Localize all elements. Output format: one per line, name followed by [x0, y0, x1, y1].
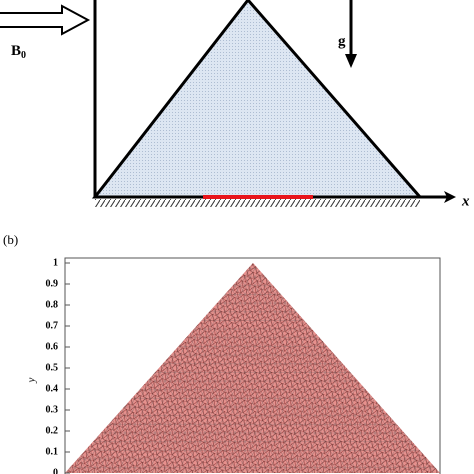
y-tick-label: 0 — [53, 467, 58, 474]
panel-a: B0 g x — [0, 0, 470, 209]
y-tick-label: 0.8 — [46, 299, 59, 310]
field-label-subscript: 0 — [21, 50, 26, 61]
y-tick-label: 0.3 — [46, 404, 59, 415]
y-axis-label: y — [26, 377, 38, 383]
field-label-main: B — [11, 43, 21, 59]
y-tick-label: 0.1 — [46, 446, 59, 457]
x-axis-arrowhead — [444, 191, 456, 203]
field-label: B0 — [11, 43, 26, 61]
y-tick-label: 0.7 — [46, 320, 59, 331]
y-tick-label: 0.2 — [46, 425, 59, 436]
y-tick-label: 0.6 — [46, 341, 59, 352]
y-tick-label: 0.4 — [46, 383, 59, 394]
y-tick-label: 0.9 — [46, 278, 59, 289]
panel-b: (b) y 0 0.1 0.2 0.3 0.4 0.5 0.6 0.7 0.8 0.9 1 — [3, 232, 441, 474]
gravity-arrowhead — [345, 54, 357, 68]
gravity-label: g — [338, 33, 346, 49]
panel-label: (b) — [3, 232, 18, 247]
domain-triangle — [91, 0, 424, 199]
y-tick-label: 0.5 — [46, 362, 59, 373]
x-axis-label: x — [461, 193, 470, 209]
y-tick-label: 1 — [53, 257, 58, 268]
field-arrow — [0, 4, 91, 36]
ground-hatching — [95, 199, 420, 207]
